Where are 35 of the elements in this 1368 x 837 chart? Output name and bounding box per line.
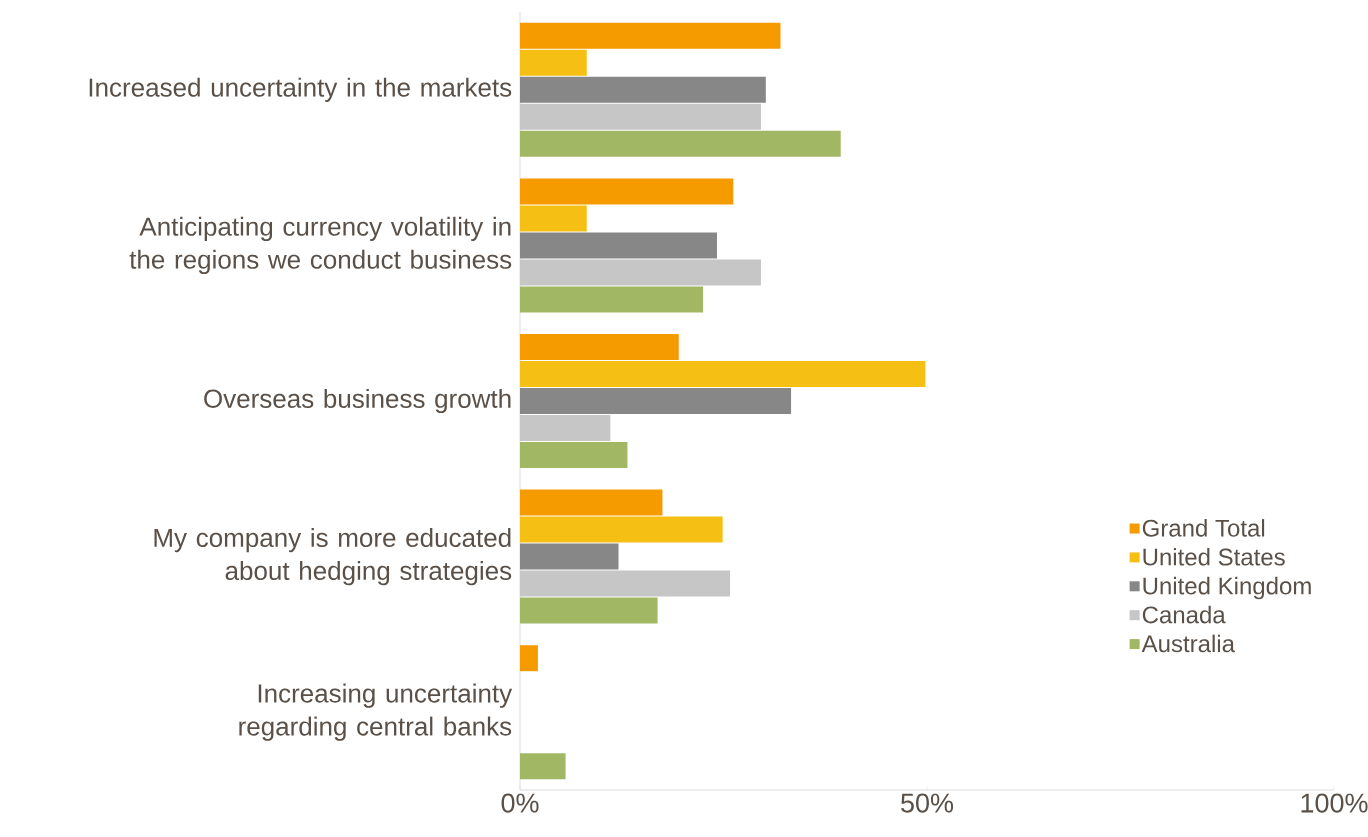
bar [520, 387, 792, 414]
bar [520, 361, 926, 387]
legend-label: Australia [1141, 634, 1235, 653]
bar [520, 178, 734, 205]
bar [520, 286, 704, 313]
x-tick-label: 50% [901, 793, 954, 813]
legend-label: Grand Total [1142, 519, 1265, 537]
bar [520, 543, 619, 570]
bar [520, 76, 766, 103]
y-tick-label: Increasing uncertainty regarding central banks [239, 683, 513, 741]
bar [520, 22, 781, 49]
y-tick-label: Anticipating currency volatility in the regions we conduct business [129, 216, 512, 275]
bar [520, 597, 658, 624]
legend-label: United States [1143, 547, 1285, 566]
bar [520, 489, 663, 516]
bar [520, 753, 566, 780]
bar [520, 442, 628, 468]
bar [520, 49, 587, 76]
y-tick-label: Overseas business growth [204, 388, 511, 414]
bar [520, 516, 723, 543]
y-tick-label: Increased uncertainty in the markets [89, 77, 512, 102]
x-tick-label: 100% [1301, 793, 1368, 813]
legend-label: United Kingdom [1143, 576, 1311, 600]
legend-label: Canada [1142, 605, 1226, 624]
bar [520, 205, 587, 232]
bar [520, 645, 538, 672]
bar [520, 259, 761, 286]
bar [520, 334, 679, 360]
bar [520, 232, 717, 259]
bar [520, 103, 761, 130]
bar [520, 570, 731, 597]
y-tick-label: My company is more educated about hedging strategies [154, 527, 512, 586]
x-tick-label: 0% [501, 793, 539, 813]
bar [520, 130, 841, 157]
bar [520, 415, 611, 441]
